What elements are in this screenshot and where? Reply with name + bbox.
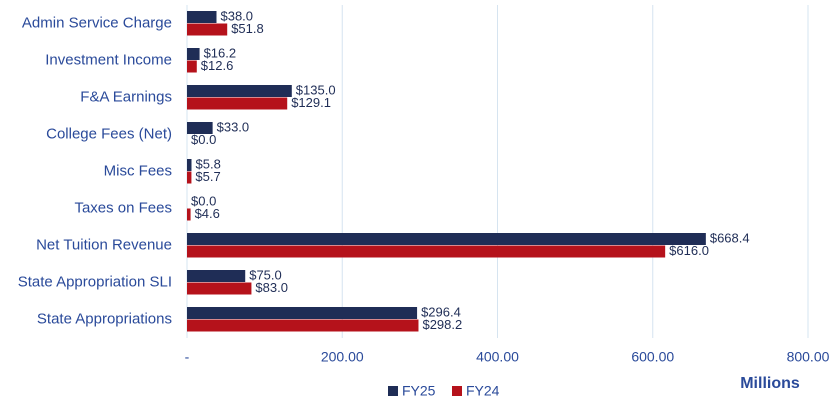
- x-tick-label: 600.00: [631, 349, 674, 365]
- bar: [187, 208, 191, 221]
- data-label: $33.0: [217, 120, 250, 135]
- bar: [187, 270, 246, 282]
- y-tick-label: College Fees (Net): [46, 125, 172, 142]
- bar: [187, 245, 666, 258]
- bar: [187, 48, 200, 60]
- data-label: $298.2: [422, 317, 462, 332]
- bar: [187, 60, 197, 73]
- data-label: $129.1: [291, 95, 331, 110]
- legend-swatch: [452, 386, 462, 396]
- bar: [187, 282, 252, 295]
- legend-label: FY25: [402, 383, 436, 399]
- y-tick-label: F&A Earnings: [80, 88, 172, 105]
- legend-swatch: [388, 386, 398, 396]
- x-tick-label: 800.00: [787, 349, 830, 365]
- bar: [187, 307, 418, 319]
- y-tick-label: Taxes on Fees: [74, 199, 172, 216]
- data-label: $83.0: [255, 280, 288, 295]
- bar: [187, 23, 228, 36]
- bar: [187, 85, 292, 97]
- data-label: $4.6: [195, 206, 220, 221]
- bar: [187, 122, 213, 134]
- data-label: $0.0: [191, 132, 216, 147]
- data-label: $75.0: [249, 268, 282, 283]
- bar: [187, 97, 288, 110]
- data-label: $5.8: [196, 157, 221, 172]
- data-label: $616.0: [669, 243, 709, 258]
- y-tick-label: Admin Service Charge: [22, 14, 172, 31]
- data-label: $0.0: [191, 194, 216, 209]
- bar: [187, 159, 192, 171]
- data-label: $135.0: [296, 83, 336, 98]
- data-label: $5.7: [195, 169, 220, 184]
- legend-label: FY24: [466, 383, 500, 399]
- data-label: $668.4: [710, 231, 750, 246]
- data-label: $16.2: [204, 46, 237, 61]
- bar: [187, 233, 706, 245]
- x-tick-label: 200.00: [321, 349, 364, 365]
- data-label: $51.8: [231, 21, 264, 36]
- x-tick-label: 400.00: [476, 349, 519, 365]
- bar: [187, 11, 217, 23]
- y-tick-label: Investment Income: [45, 51, 172, 68]
- bar: [187, 319, 419, 332]
- y-tick-label: Net Tuition Revenue: [36, 236, 172, 253]
- y-tick-label: State Appropriation SLI: [18, 273, 172, 290]
- bar: [187, 171, 192, 184]
- data-label: $38.0: [220, 9, 253, 24]
- y-tick-label: State Appropriations: [37, 310, 172, 327]
- y-tick-label: Misc Fees: [104, 162, 172, 179]
- x-axis-label: Millions: [740, 375, 800, 392]
- x-tick-label: -: [185, 349, 190, 365]
- data-label: $12.6: [201, 58, 234, 73]
- data-label: $296.4: [421, 305, 461, 320]
